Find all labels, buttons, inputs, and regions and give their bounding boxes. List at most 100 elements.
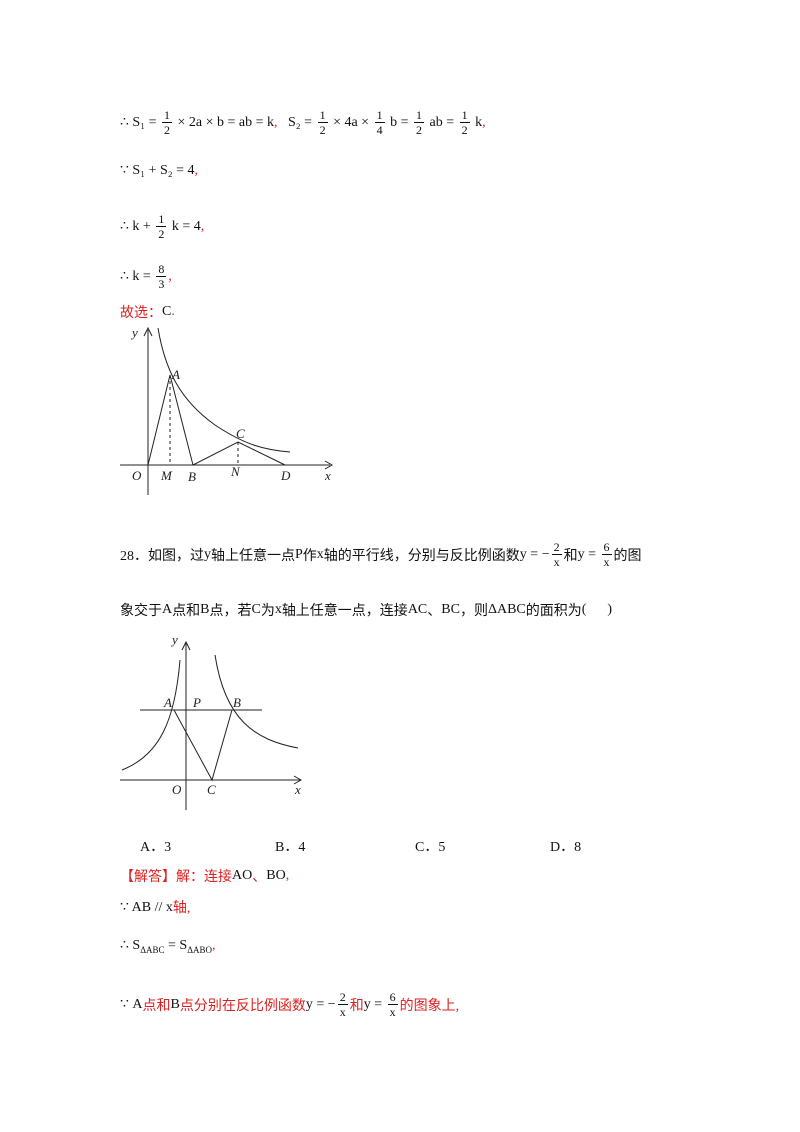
text-line: ∵ S₁ + S₂ = 4, [120,162,198,179]
text: 、 [252,870,267,885]
denominator: x [551,554,562,569]
text: BO [266,868,286,883]
text: y = − [305,996,336,1012]
text: BC [441,602,460,617]
text: , [168,268,172,284]
text: ∴ k = [120,269,155,284]
denominator: x [601,554,612,569]
numerator: 1 [158,212,165,226]
text: 为 [260,604,275,619]
option: C．5 [415,840,446,855]
text: 、 [427,604,442,619]
text: AC [407,602,428,617]
text: B [200,602,210,617]
point-label: y [170,632,178,647]
text: , [211,937,216,953]
text: 的面积为 [525,604,582,619]
text: 轴的平行线，分别与反比例函数 [323,548,520,564]
text: ∴ S₁ = [120,115,160,130]
text: 象交于 [120,604,162,619]
text-line: 象交于 A 点和 B 点，若 C 为 x 轴上任意一点，连接 AC、 BC ，则 ΔABC 的面积为( ) [120,600,612,620]
text: 轴上任意一点 [211,548,295,564]
text-line: ∵ A 点和 B 点分别在反比例函数 y = −2 x 和 y = 6 x 的图象上, [120,990,459,1019]
subscript: ΔABC [140,944,165,955]
denominator: x [387,1004,398,1019]
text: k [471,114,483,130]
text: C [251,602,261,617]
text: ，则 [459,604,488,619]
text: 和 [349,998,364,1014]
numerator: 1 [319,108,326,122]
text: A [162,602,173,617]
numerator: 6 [389,990,396,1004]
numerator: 1 [415,108,422,122]
text: 点和 [172,604,201,619]
text: . [171,304,175,319]
text-line: ∴ S ΔABC = S ΔABO, [120,937,216,955]
text: C [162,304,172,319]
point-label: C [236,426,245,441]
text-line: 28．如图，过 y 轴上任意一点 P 作 x 轴的平行线，分别与反比例函数 y = −2 x 和 y… [120,540,642,569]
text: 点，若 [209,604,252,619]
point-label: y [130,325,138,340]
text: ( ) [581,602,613,617]
numerator: 8 [158,262,165,276]
denominator: 2 [317,122,328,137]
denominator: x [337,1004,348,1019]
text: A [132,996,143,1012]
text: ∵ AB // x [120,899,173,915]
point-label: O [172,782,182,797]
denominator: 4 [374,122,385,137]
point-label: N [230,464,241,479]
text: ΔABC [487,602,526,617]
text: = S [164,937,188,953]
text: k = 4 [168,218,201,234]
denominator: 2 [161,122,172,137]
denominator: 2 [413,122,424,137]
point-label: x [324,468,331,483]
text: 故选： [120,306,162,321]
text: , [194,162,199,178]
point-label: D [280,468,291,483]
text: 的图象上, [399,998,460,1014]
text: B [170,996,180,1012]
denominator: 2 [459,122,470,137]
numerator: 1 [163,108,170,122]
text: , [482,114,486,130]
subscript: ΔABO [187,944,212,955]
point-label: B [188,469,196,484]
text: 和 [563,548,578,564]
point-label: C [207,782,216,797]
text: , [200,218,205,234]
text: 点分别在反比例函数 [179,998,306,1014]
text: y = [577,546,600,562]
text: 【解答】解：连接 [120,870,232,885]
text: AO [232,868,253,883]
text: y = [363,996,386,1012]
text: 轴上任意一点，连接 [281,604,408,619]
text: 28．如图，过 [120,548,204,564]
point-label: O [132,468,142,483]
text: × 4a × [329,114,373,130]
point-label: A [171,367,180,382]
numerator: 6 [603,540,610,554]
point-label: x [294,782,301,797]
text-line: 故选： C. [120,302,175,322]
text: 点和 [142,998,171,1014]
figure-1 [120,326,334,495]
denominator: 2 [156,226,167,241]
text: P [295,546,303,562]
point-label: B [233,695,241,710]
option: A．3 [140,840,172,855]
text: ∵ S₁ + S₂ = 4 [120,163,195,178]
